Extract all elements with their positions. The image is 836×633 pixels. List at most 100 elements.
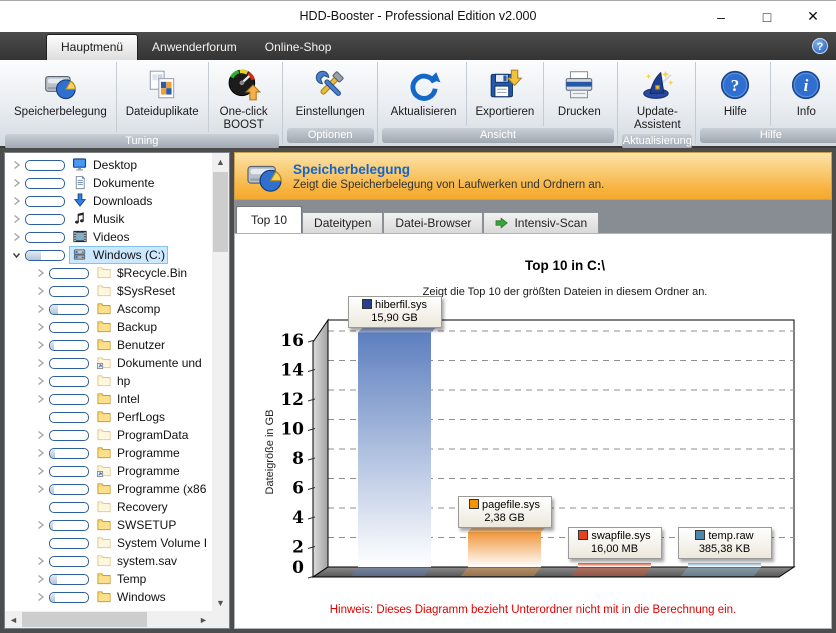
chevron-right-icon[interactable] — [11, 212, 22, 226]
chevron-down-icon[interactable] — [11, 248, 22, 262]
speicherbelegung-button[interactable]: Speicherbelegung — [5, 62, 116, 132]
usage-bar — [49, 340, 89, 351]
tree-item-recovery[interactable]: Recovery — [7, 498, 210, 516]
tree-item-programme[interactable]: Programme — [7, 444, 210, 462]
tab-datei-browser[interactable]: Datei-Browser — [383, 212, 483, 233]
tree-item-desktop[interactable]: Desktop — [7, 156, 210, 174]
chevron-right-icon[interactable] — [11, 230, 22, 244]
usage-bar — [49, 268, 89, 279]
scrollbar-corner — [212, 611, 229, 628]
tree-item-programme[interactable]: Programme — [7, 462, 210, 480]
tree-horizontal-scrollbar[interactable]: ◄ ► — [5, 611, 212, 628]
folder-pale-shortcut-icon — [96, 355, 113, 371]
tree-item-programme-x86[interactable]: Programme (x86 — [7, 480, 210, 498]
tree-item-system-volume-i[interactable]: System Volume I — [7, 534, 210, 552]
chevron-right-icon[interactable] — [35, 572, 46, 586]
tree-item-musik[interactable]: Musik — [7, 210, 210, 228]
tree-item-temp[interactable]: Temp — [7, 570, 210, 588]
tree-item-downloads[interactable]: Downloads — [7, 192, 210, 210]
minimize-button[interactable]: – — [698, 1, 744, 32]
tree-vertical-scrollbar[interactable]: ▲ ▼ — [212, 153, 229, 611]
tree-item-system-sav[interactable]: system.sav — [7, 552, 210, 570]
menu-tab-anwenderforum[interactable]: Anwenderforum — [138, 35, 251, 60]
chevron-right-icon[interactable] — [11, 158, 22, 172]
bar-file-size: 2,38 GB — [461, 512, 549, 525]
chevron-right-icon[interactable] — [35, 338, 46, 352]
scroll-up-icon[interactable]: ▲ — [212, 153, 229, 170]
folder-icon — [96, 409, 113, 425]
drucken-button[interactable]: Drucken — [543, 62, 614, 126]
tree-item-dokumente-und[interactable]: Dokumente und — [7, 354, 210, 372]
tree-item-videos[interactable]: Videos — [7, 228, 210, 246]
chevron-right-icon[interactable] — [35, 554, 46, 568]
info-button[interactable]: iInfo — [770, 62, 836, 126]
chevron-right-icon[interactable] — [35, 464, 46, 478]
tools-icon — [313, 65, 347, 105]
chevron-right-icon[interactable] — [35, 446, 46, 460]
menu-tabs: HauptmenüAnwenderforumOnline-Shop — [46, 32, 345, 60]
chevron-right-icon[interactable] — [35, 374, 46, 388]
einstellungen-button[interactable]: Einstellungen — [287, 62, 374, 126]
vertical-scroll-thumb[interactable] — [213, 172, 228, 252]
maximize-button[interactable]: □ — [744, 1, 790, 32]
tree-item-benutzer[interactable]: Benutzer — [7, 336, 210, 354]
tree-item-dokumente[interactable]: Dokumente — [7, 174, 210, 192]
legend-square-icon — [362, 299, 372, 309]
update-assistent-button[interactable]: Update-Assistent — [622, 62, 692, 132]
tree-item-hp[interactable]: hp — [7, 372, 210, 390]
hilfe-button[interactable]: ?Hilfe — [700, 62, 770, 126]
chevron-right-icon[interactable] — [35, 356, 46, 370]
horizontal-scroll-thumb[interactable] — [22, 612, 147, 627]
film-icon — [72, 229, 89, 245]
usage-bar — [49, 574, 89, 585]
gauge-icon — [227, 65, 261, 105]
chevron-right-icon[interactable] — [35, 518, 46, 532]
tree-item-windows-c[interactable]: Windows (C:) — [7, 246, 210, 264]
scroll-left-icon[interactable]: ◄ — [5, 611, 22, 628]
scroll-down-icon[interactable]: ▼ — [212, 594, 229, 611]
toolbar-group-hilfe: ?HilfeiInfoHilfe — [699, 62, 836, 144]
exportieren-button[interactable]: Exportieren — [466, 62, 544, 126]
menubar: HauptmenüAnwenderforumOnline-Shop ? — [0, 32, 836, 60]
tree-item-programdata[interactable]: ProgramData — [7, 426, 210, 444]
export-icon — [488, 65, 522, 105]
chevron-right-icon[interactable] — [35, 590, 46, 604]
close-button[interactable]: ✕ — [790, 1, 836, 32]
chevron-right-icon[interactable] — [35, 266, 46, 280]
bar-file-size: 385,38 KB — [681, 543, 769, 556]
chevron-right-icon[interactable] — [35, 302, 46, 316]
chevron-right-icon[interactable] — [11, 176, 22, 190]
chevron-right-icon[interactable] — [11, 194, 22, 208]
tab-intensiv-scan[interactable]: Intensiv-Scan — [483, 212, 599, 233]
tab-dateitypen[interactable]: Dateitypen — [302, 212, 383, 233]
dateiduplikate-button[interactable]: Dateiduplikate — [116, 62, 208, 132]
tree-item-intel[interactable]: Intel — [7, 390, 210, 408]
svg-text:12: 12 — [280, 390, 304, 410]
menu-tab-online-shop[interactable]: Online-Shop — [251, 35, 346, 60]
folder-icon — [96, 481, 113, 497]
tree-item-windows[interactable]: Windows — [7, 588, 210, 606]
tree-item-recycle-bin[interactable]: $Recycle.Bin — [7, 264, 210, 282]
tree-item-sysreset[interactable]: $SysReset — [7, 282, 210, 300]
tree-item-perflogs[interactable]: PerfLogs — [7, 408, 210, 426]
refresh-icon — [407, 65, 441, 105]
chevron-right-icon[interactable] — [35, 482, 46, 496]
tree-item-swsetup[interactable]: SWSETUP — [7, 516, 210, 534]
menu-tab-hauptmen[interactable]: Hauptmenü — [46, 34, 138, 60]
chevron-right-icon[interactable] — [35, 320, 46, 334]
tree-item-ascomp[interactable]: Ascomp — [7, 300, 210, 318]
usage-bar — [49, 412, 89, 423]
chevron-right-icon[interactable] — [35, 392, 46, 406]
tree-item-backup[interactable]: Backup — [7, 318, 210, 336]
usage-bar — [49, 484, 89, 495]
folder-icon — [96, 301, 113, 317]
bar-label-swapfile-sys: swapfile.sys16,00 MB — [568, 527, 662, 559]
aktualisieren-button[interactable]: Aktualisieren — [382, 62, 466, 126]
chevron-right-icon[interactable] — [35, 284, 46, 298]
scroll-right-icon[interactable]: ► — [195, 611, 212, 628]
help-icon[interactable]: ? — [812, 38, 828, 54]
tab-top-10[interactable]: Top 10 — [236, 206, 302, 233]
folder-icon — [96, 517, 113, 533]
chevron-right-icon[interactable] — [35, 428, 46, 442]
one-click-boost-button[interactable]: One-click BOOST — [208, 62, 279, 132]
